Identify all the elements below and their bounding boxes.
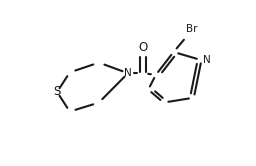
Text: S: S xyxy=(54,85,61,98)
Text: N: N xyxy=(124,68,132,78)
Text: N: N xyxy=(202,55,210,65)
Text: O: O xyxy=(138,41,148,54)
Text: Br: Br xyxy=(186,24,197,34)
